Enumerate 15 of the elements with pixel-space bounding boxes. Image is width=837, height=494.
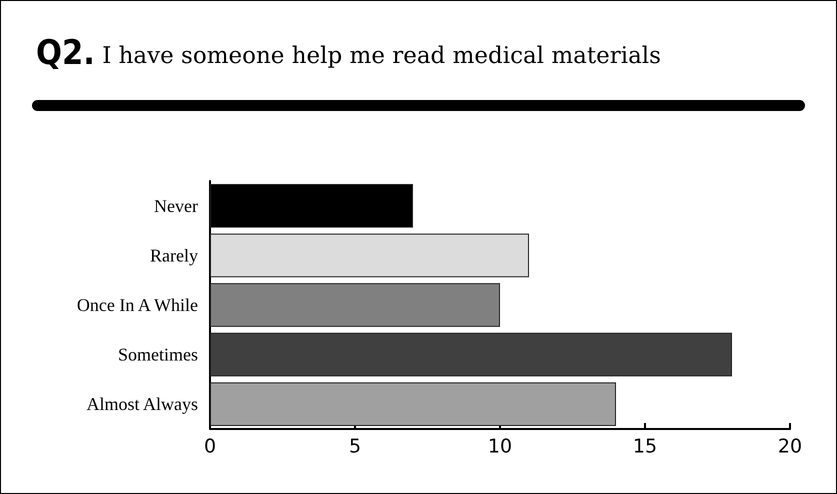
y-tick-label: Sometimes (118, 344, 198, 365)
x-tick-label: 5 (348, 436, 362, 458)
y-tick-label: Almost Always (86, 394, 198, 414)
y-tick-label: Never (154, 196, 198, 216)
x-tick-label: 0 (204, 436, 216, 458)
x-tick-label: 10 (488, 436, 512, 458)
chart-title: Q2. I have someone help me read medical materials (36, 33, 661, 73)
bar (210, 332, 732, 376)
bar (210, 382, 616, 426)
x-tick-label: 20 (778, 436, 802, 458)
y-tick-label: Once In A While (76, 295, 198, 315)
bar (210, 283, 500, 327)
bar (210, 234, 529, 278)
x-tick-label: 15 (632, 436, 658, 458)
y-tick-label: Rarely (150, 245, 198, 266)
